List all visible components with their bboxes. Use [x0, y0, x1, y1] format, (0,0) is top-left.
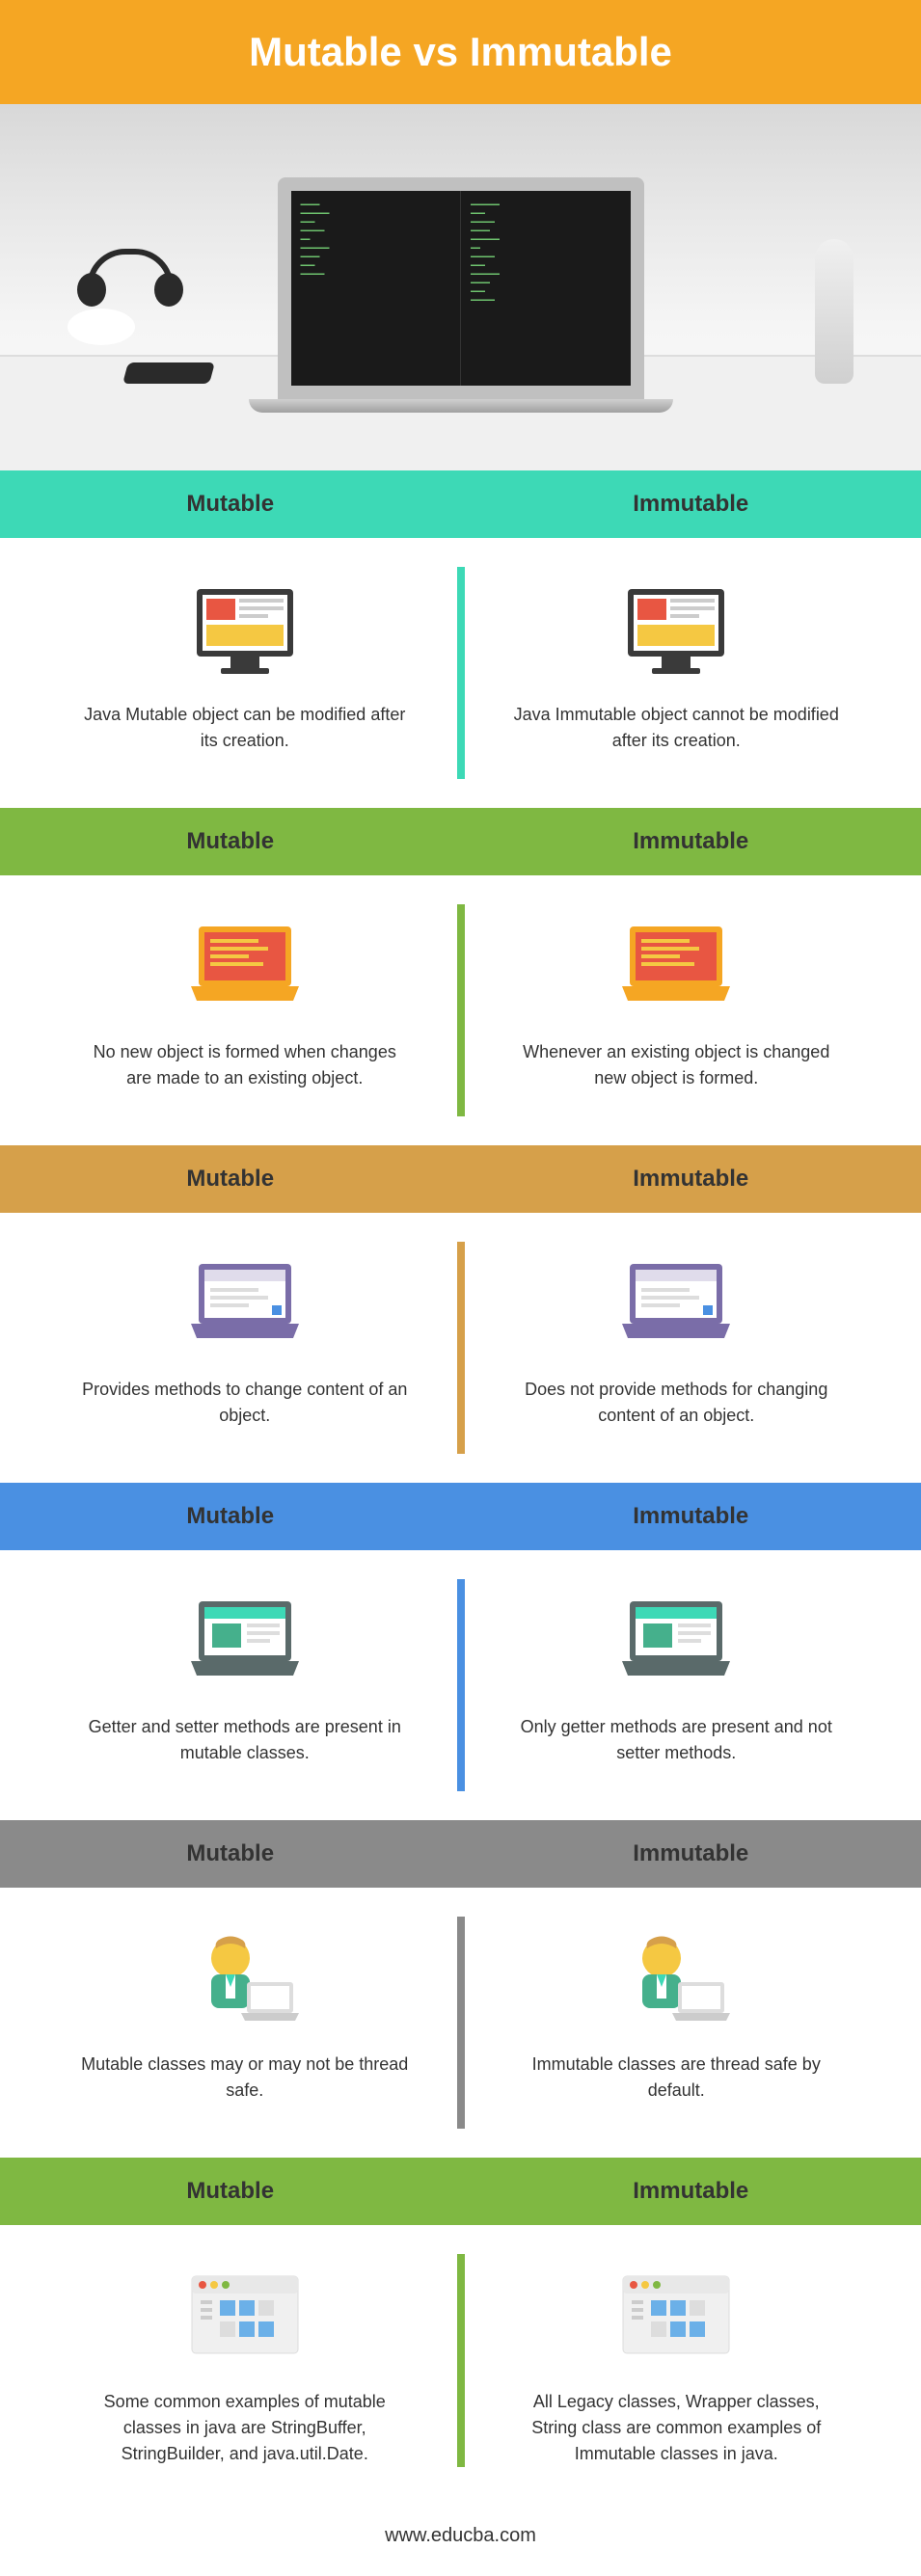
divider [457, 1917, 465, 2129]
left-description: Mutable classes may or may not be thread… [81, 2052, 409, 2104]
column-right: Does not provide methods for changing co… [461, 1251, 893, 1454]
section-header: Mutable Immutable [0, 470, 921, 538]
left-description: No new object is formed when changes are… [81, 1039, 409, 1091]
left-description: Java Mutable object can be modified afte… [81, 702, 409, 754]
section-header: Mutable Immutable [0, 1820, 921, 1888]
right-description: All Legacy classes, Wrapper classes, Str… [512, 2389, 840, 2467]
header-left: Mutable [0, 470, 461, 538]
left-description: Some common examples of mutable classes … [81, 2389, 409, 2467]
divider [457, 1242, 465, 1454]
section-icon [187, 577, 303, 683]
header-right: Immutable [461, 470, 921, 538]
column-left: Some common examples of mutable classes … [29, 2264, 461, 2467]
section-icon [618, 577, 734, 683]
section-header: Mutable Immutable [0, 1483, 921, 1550]
section-header: Mutable Immutable [0, 808, 921, 875]
header-left: Mutable [0, 2158, 461, 2225]
section-icon [187, 2264, 303, 2370]
page-title: Mutable vs Immutable [0, 0, 921, 104]
column-right: Whenever an existing object is changed n… [461, 914, 893, 1116]
divider [457, 1579, 465, 1791]
footer-url: www.educba.com [0, 2496, 921, 2576]
header-left: Mutable [0, 808, 461, 875]
header-right: Immutable [461, 1820, 921, 1888]
header-right: Immutable [461, 808, 921, 875]
section-body: Java Mutable object can be modified afte… [0, 538, 921, 808]
section-icon [187, 914, 303, 1020]
section-icon [187, 1589, 303, 1695]
column-right: Java Immutable object cannot be modified… [461, 577, 893, 779]
left-description: Provides methods to change content of an… [81, 1377, 409, 1429]
header-left: Mutable [0, 1145, 461, 1213]
header-right: Immutable [461, 1145, 921, 1213]
section-icon [187, 1251, 303, 1357]
header-right: Immutable [461, 1483, 921, 1550]
column-right: Only getter methods are present and not … [461, 1589, 893, 1791]
left-description: Getter and setter methods are present in… [81, 1714, 409, 1766]
column-left: Provides methods to change content of an… [29, 1251, 461, 1454]
section-body: Provides methods to change content of an… [0, 1213, 921, 1483]
right-description: Immutable classes are thread safe by def… [512, 2052, 840, 2104]
right-description: Only getter methods are present and not … [512, 1714, 840, 1766]
section-body: Mutable classes may or may not be thread… [0, 1888, 921, 2158]
column-left: Java Mutable object can be modified afte… [29, 577, 461, 779]
section-body: Getter and setter methods are present in… [0, 1550, 921, 1820]
right-description: Does not provide methods for changing co… [512, 1377, 840, 1429]
column-right: Immutable classes are thread safe by def… [461, 1926, 893, 2129]
section-body: Some common examples of mutable classes … [0, 2225, 921, 2496]
divider [457, 567, 465, 779]
column-right: All Legacy classes, Wrapper classes, Str… [461, 2264, 893, 2467]
section-header: Mutable Immutable [0, 2158, 921, 2225]
column-left: No new object is formed when changes are… [29, 914, 461, 1116]
section-icon [618, 1251, 734, 1357]
divider [457, 2254, 465, 2467]
section-icon [618, 914, 734, 1020]
section-icon [618, 1926, 734, 2032]
column-left: Mutable classes may or may not be thread… [29, 1926, 461, 2129]
right-description: Java Immutable object cannot be modified… [512, 702, 840, 754]
header-left: Mutable [0, 1483, 461, 1550]
section-icon [618, 2264, 734, 2370]
divider [457, 904, 465, 1116]
section-icon [618, 1589, 734, 1695]
header-left: Mutable [0, 1820, 461, 1888]
section-icon [187, 1926, 303, 2032]
right-description: Whenever an existing object is changed n… [512, 1039, 840, 1091]
column-left: Getter and setter methods are present in… [29, 1589, 461, 1791]
hero-image: ▬▬▬▬▬▬▬▬▬▬▬▬▬▬▬▬▬▬▬▬▬▬▬▬▬▬▬▬▬▬▬▬▬▬▬▬▬▬ ▬… [0, 104, 921, 470]
section-body: No new object is formed when changes are… [0, 875, 921, 1145]
section-header: Mutable Immutable [0, 1145, 921, 1213]
header-right: Immutable [461, 2158, 921, 2225]
